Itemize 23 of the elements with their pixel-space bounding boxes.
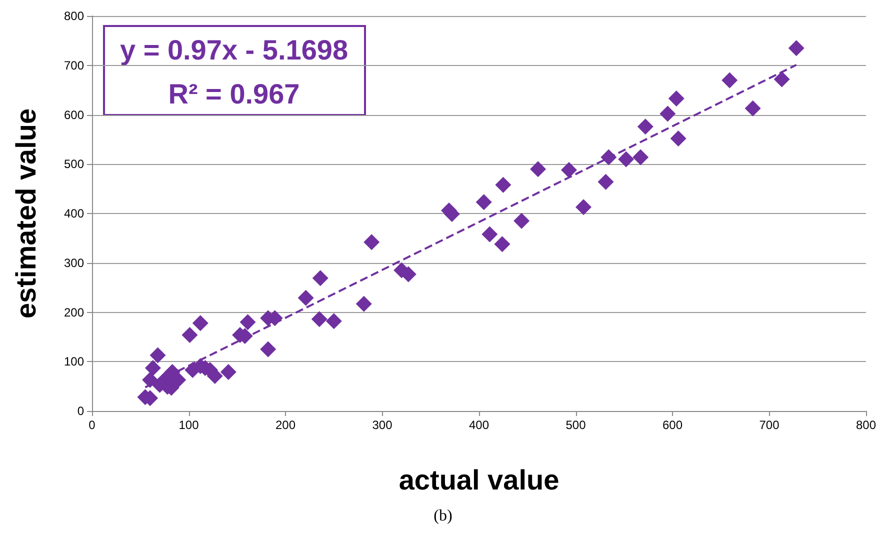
x-tick-label: 0 [88,418,96,432]
y-tick-label: 100 [64,354,84,369]
x-tick-label: 500 [566,418,586,432]
x-tick-label: 700 [759,418,780,432]
x-tick-label: 600 [662,418,683,432]
y-tick-label: 400 [64,206,84,220]
y-tick-label: 700 [64,58,84,72]
y-tick-label: 800 [64,9,84,23]
annotation: y = 0.97x - 5.1698 [120,34,348,66]
y-tick-label: 600 [64,108,84,122]
x-tick-label: 400 [468,418,490,432]
x-tick-label: 200 [275,418,296,432]
y-tick-label: 0 [77,404,84,418]
x-tick-label: 300 [372,418,393,432]
y-tick-label: 300 [64,256,84,270]
y-axis-title: estimated value [10,108,42,319]
y-tick-label: 200 [64,305,84,320]
x-tick-label: 800 [856,418,876,432]
x-axis-title: actual value [398,464,560,496]
annotation: R² = 0.967 [168,78,300,110]
text: (b) [434,508,452,524]
x-tick-label: 100 [178,418,200,432]
y-tick-label: 500 [64,157,84,172]
